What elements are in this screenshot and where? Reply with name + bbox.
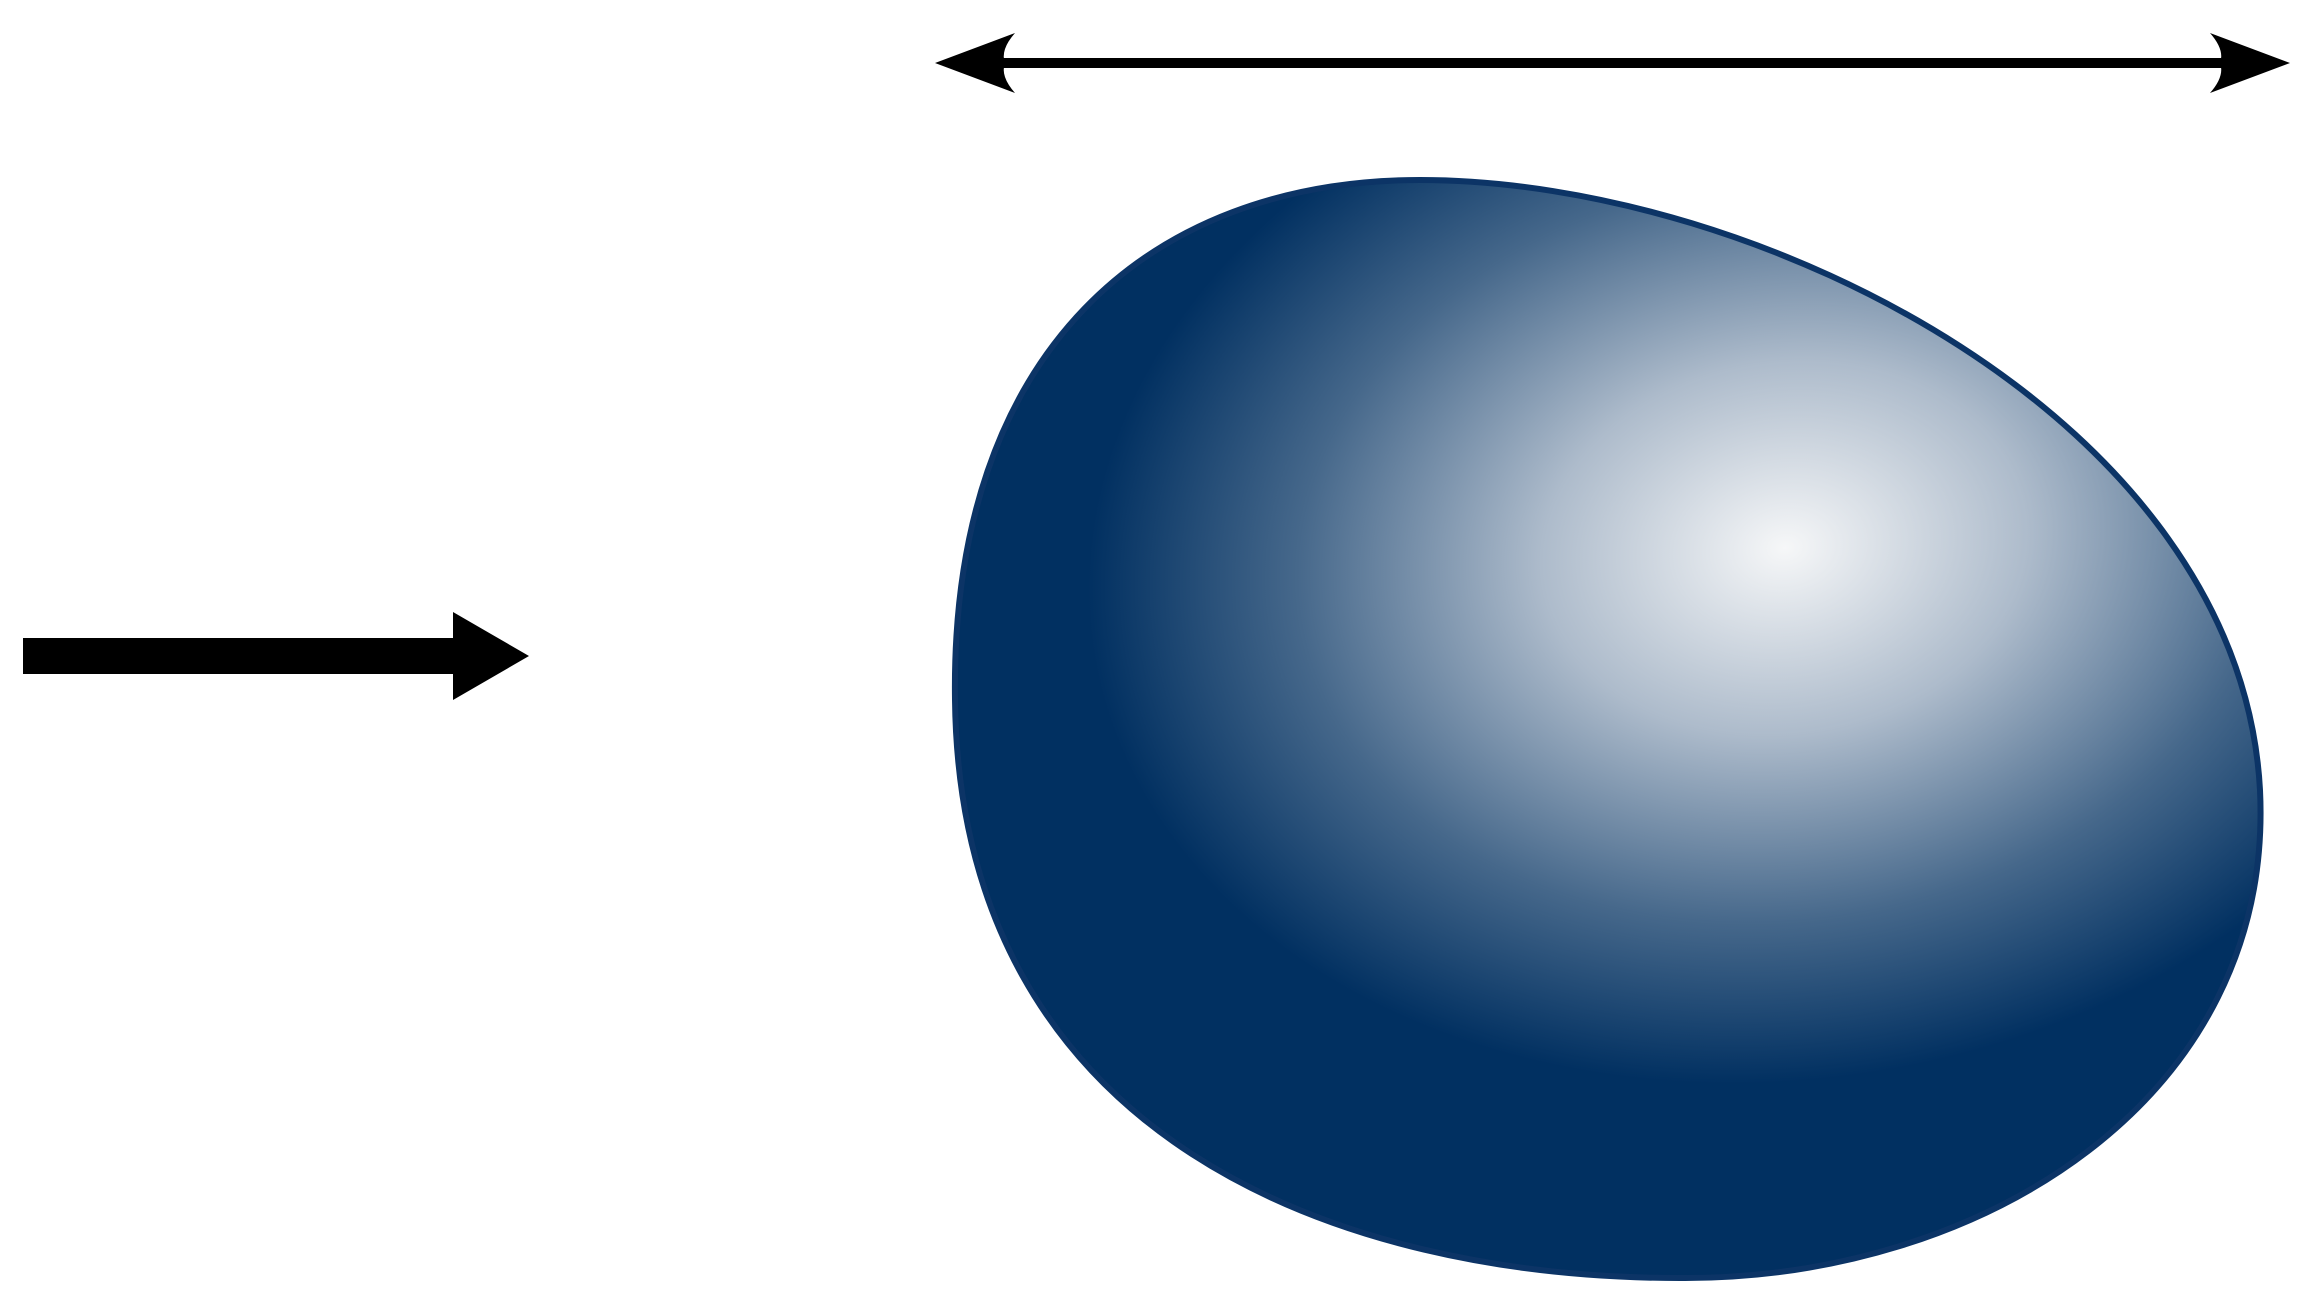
dimension-arrowhead-left [935,33,1015,93]
incoming-arrow-shape [23,612,529,700]
width-dimension-arrow [935,33,2290,93]
dimension-arrowhead-right [2210,33,2290,93]
incoming-arrow [23,612,529,700]
blob-shape [951,176,2264,1282]
